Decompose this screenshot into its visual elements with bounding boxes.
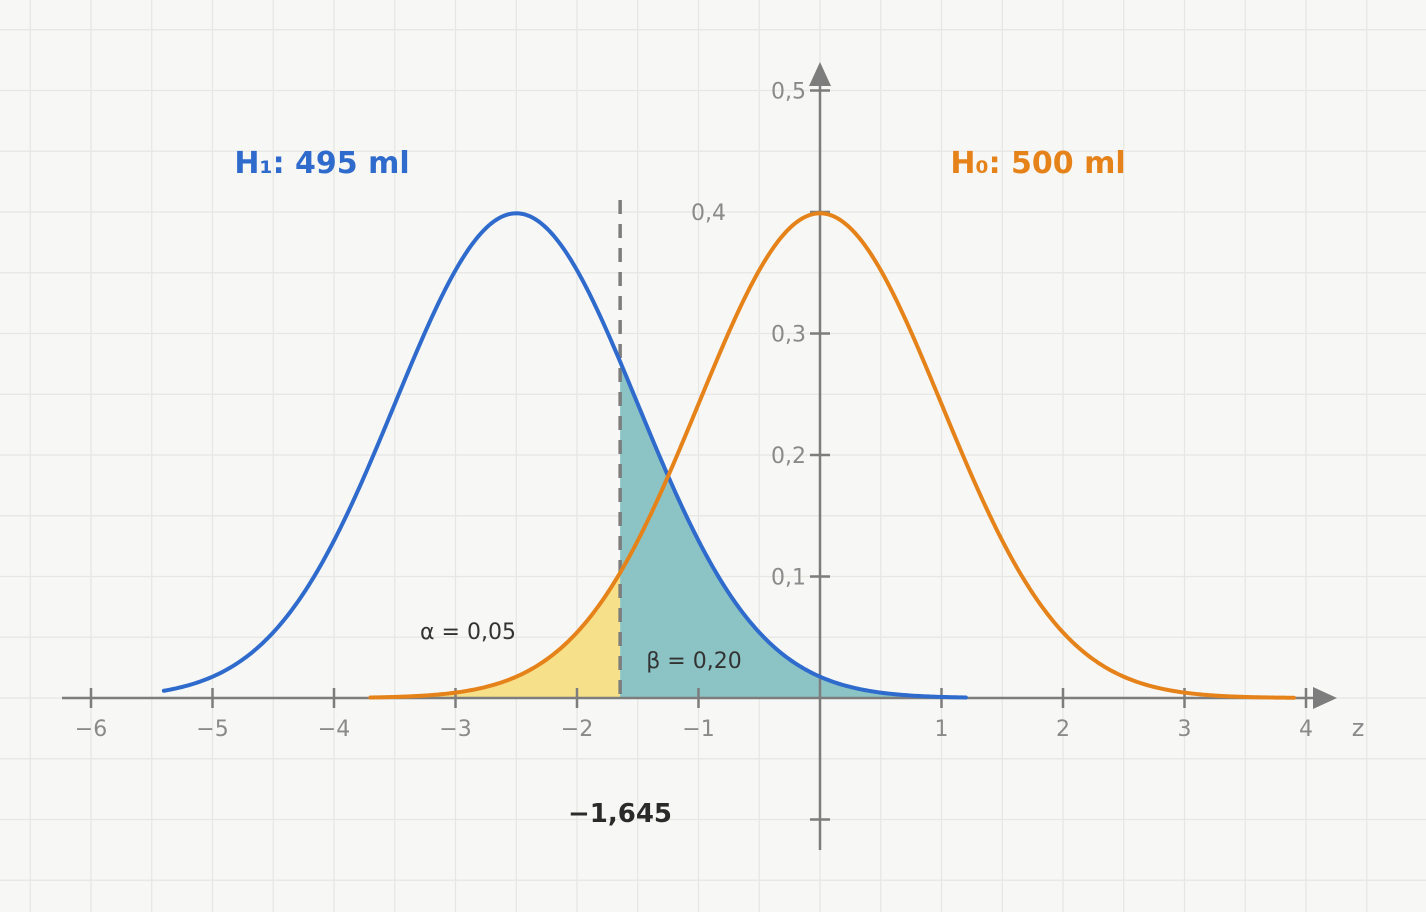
x-tick-label: 1: [935, 717, 949, 742]
labels: −6 −5 −4 −3 −2 −1 1 2 3 4 z 0,1 0,2 0,3 0,4 0,5 H₁: 495 …: [75, 80, 1365, 830]
x-tick-label: −4: [318, 717, 350, 742]
x-tick-label: 4: [1299, 717, 1313, 742]
h1-curve: [161, 211, 968, 700]
y-tick-label: 0,1: [771, 566, 806, 591]
y-axis-arrow: [809, 62, 831, 86]
alpha-label: α = 0,05: [420, 620, 516, 645]
x-tick-label: −2: [561, 717, 593, 742]
axes: [62, 62, 1337, 850]
critical-value-label: −1,645: [568, 799, 672, 829]
x-tick-label: −6: [75, 717, 107, 742]
y-tick-label: 0,3: [771, 323, 806, 348]
shaded-areas: [370, 361, 966, 698]
curves: [161, 211, 1296, 700]
h1-label: H₁: 495 ml: [234, 146, 409, 181]
y-tick-label: 0,5: [771, 80, 806, 105]
y-tick-label: 0,2: [771, 444, 806, 469]
x-tick-label: 2: [1056, 717, 1070, 742]
x-tick-label: −5: [196, 717, 228, 742]
x-axis-arrow: [1313, 687, 1337, 709]
x-tick-label: −1: [682, 717, 714, 742]
x-axis-label: z: [1352, 714, 1365, 742]
x-tick-label: 3: [1178, 717, 1192, 742]
beta-region: [620, 361, 966, 698]
beta-label: β = 0,20: [646, 649, 741, 674]
x-tick-label: −3: [439, 717, 471, 742]
h0-curve: [368, 211, 1296, 700]
h0-label: H₀: 500 ml: [950, 146, 1125, 181]
alpha-region: [370, 572, 621, 698]
y-tick-label: 0,4: [691, 201, 726, 226]
